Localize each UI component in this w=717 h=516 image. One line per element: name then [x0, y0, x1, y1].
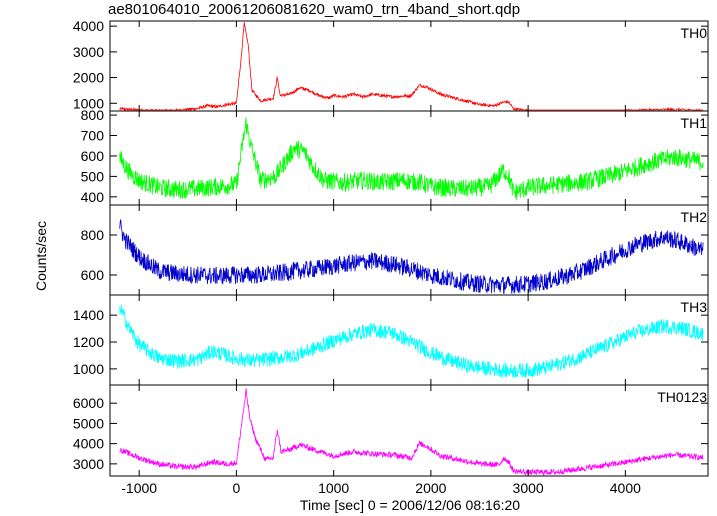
x-tick-label: 2000	[415, 480, 446, 496]
x-axis-label: Time [sec] 0 = 2006/12/06 08:16:20	[299, 497, 521, 513]
y-tick-label: 1000	[73, 95, 104, 111]
panel-label-th3: TH3	[681, 299, 708, 315]
y-tick-label: 600	[81, 148, 105, 164]
y-tick-label: 1400	[73, 307, 104, 323]
y-tick-label: 400	[81, 189, 105, 205]
panel-frame-th2	[109, 204, 709, 296]
x-tick-label: 1000	[318, 480, 349, 496]
y-tick-label: 3000	[73, 456, 104, 472]
series-line-th0	[119, 22, 704, 112]
y-tick-label: 4000	[73, 436, 104, 452]
panel-label-th0: TH0	[681, 25, 708, 41]
y-tick-label: 3000	[73, 44, 104, 60]
y-tick-label: 800	[81, 107, 105, 123]
series-line-th0123	[119, 388, 704, 477]
chart-title: ae801064010_20061206081620_wam0_trn_4ban…	[108, 1, 521, 18]
panel-label-th0123: TH0123	[657, 389, 707, 405]
y-tick-label: 1000	[73, 361, 104, 377]
x-tick-label: 0	[233, 480, 241, 496]
x-tick-label: 3000	[513, 480, 544, 496]
panel-label-th1: TH1	[681, 115, 708, 131]
y-tick-label: 700	[81, 128, 105, 144]
y-tick-label: 800	[81, 227, 105, 243]
y-tick-label: 2000	[73, 70, 104, 86]
series-line-th3	[119, 304, 704, 379]
x-tick-label: 4000	[610, 480, 641, 496]
y-tick-label: 1200	[73, 334, 104, 350]
x-tick-label: -1000	[121, 480, 157, 496]
y-tick-label: 600	[81, 267, 105, 283]
panel-frame-th0123	[109, 384, 709, 477]
panel-label-th2: TH2	[681, 209, 708, 225]
y-tick-label: 6000	[73, 395, 104, 411]
y-tick-label: 500	[81, 168, 105, 184]
y-tick-label: 5000	[73, 415, 104, 431]
series-line-th2	[119, 219, 704, 295]
y-axis-label: Counts/sec	[33, 220, 49, 292]
series-line-th1	[119, 117, 704, 201]
y-tick-label: 4000	[73, 18, 104, 34]
